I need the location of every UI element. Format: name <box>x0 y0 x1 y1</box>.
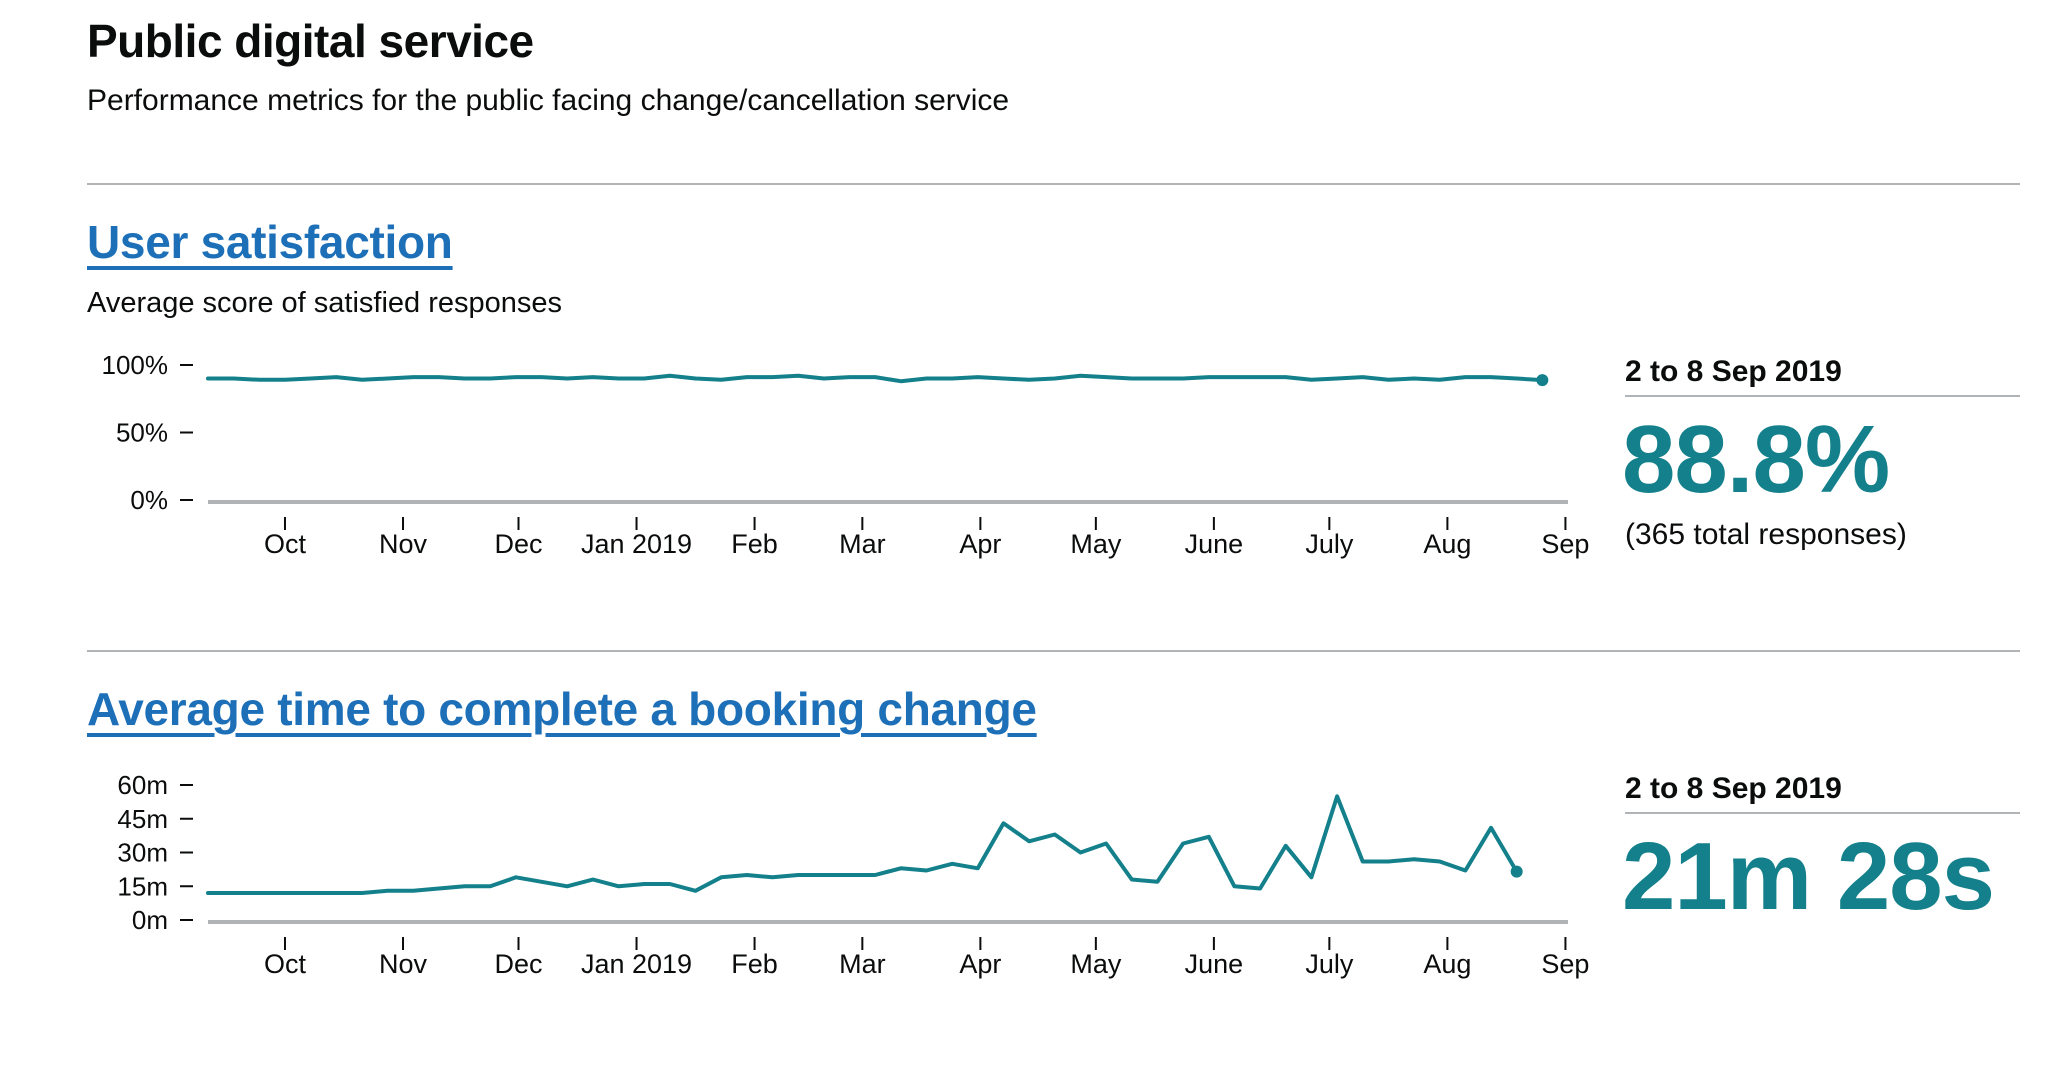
x-tick-label: May <box>1070 529 1122 559</box>
x-tick-label: July <box>1305 949 1354 979</box>
section-divider <box>87 650 2020 652</box>
user-satisfaction-description: Average score of satisfied responses <box>87 287 563 319</box>
latest-point-marker <box>1536 374 1549 387</box>
x-tick-label: Dec <box>494 529 542 559</box>
booking-change-time-period: 2 to 8 Sep 2019 <box>1625 772 2020 814</box>
x-tick-label: Mar <box>839 949 886 979</box>
booking-change-time-link[interactable]: Average time to complete a booking chang… <box>87 683 1037 735</box>
y-tick-label: 60m <box>117 770 168 800</box>
series-line <box>206 794 1519 895</box>
x-tick-label: Oct <box>264 529 307 559</box>
page-title: Public digital service <box>87 15 534 67</box>
x-tick-label: Apr <box>959 949 1001 979</box>
y-tick-label: 50% <box>116 418 168 448</box>
user-satisfaction-responses: (365 total responses) <box>1625 518 1907 551</box>
y-tick-label: 45m <box>117 804 168 834</box>
user-satisfaction-link[interactable]: User satisfaction <box>87 216 453 268</box>
y-tick-label: 30m <box>117 838 168 868</box>
x-tick-label: Aug <box>1423 529 1471 559</box>
x-tick-label: Nov <box>379 529 428 559</box>
y-tick-label: 15m <box>117 871 168 901</box>
x-tick-label: Aug <box>1423 949 1471 979</box>
x-tick-label: Jan 2019 <box>581 949 692 979</box>
y-tick-label: 0% <box>130 485 168 515</box>
y-tick-label: 0m <box>132 905 168 935</box>
x-tick-label: Apr <box>959 529 1001 559</box>
user-satisfaction-value: 88.8% <box>1622 406 1890 513</box>
x-tick-label: Feb <box>731 949 778 979</box>
page-subtitle: Performance metrics for the public facin… <box>87 84 1010 117</box>
latest-point-marker <box>1510 865 1523 878</box>
x-tick-label: June <box>1185 529 1244 559</box>
series-line <box>206 373 1545 384</box>
x-tick-label: Jan 2019 <box>581 529 692 559</box>
x-tick-label: Sep <box>1541 949 1589 979</box>
section-divider <box>87 183 2020 185</box>
x-tick-label: Dec <box>494 949 542 979</box>
x-tick-label: July <box>1305 529 1354 559</box>
x-tick-label: June <box>1185 949 1244 979</box>
x-tick-label: Sep <box>1541 529 1589 559</box>
user-satisfaction-period: 2 to 8 Sep 2019 <box>1625 355 2020 397</box>
x-tick-label: Oct <box>264 949 307 979</box>
x-tick-label: Nov <box>379 949 428 979</box>
x-tick-label: Mar <box>839 529 886 559</box>
user-satisfaction-chart: 100% 50% 0% Oct Nov Dec Jan 2019 Feb Mar Apr May Ju… <box>102 350 1590 559</box>
y-tick-label: 100% <box>102 350 169 380</box>
x-tick-label: May <box>1070 949 1122 979</box>
booking-change-time-value: 21m 28s <box>1622 823 1995 930</box>
x-tick-label: Feb <box>731 529 778 559</box>
